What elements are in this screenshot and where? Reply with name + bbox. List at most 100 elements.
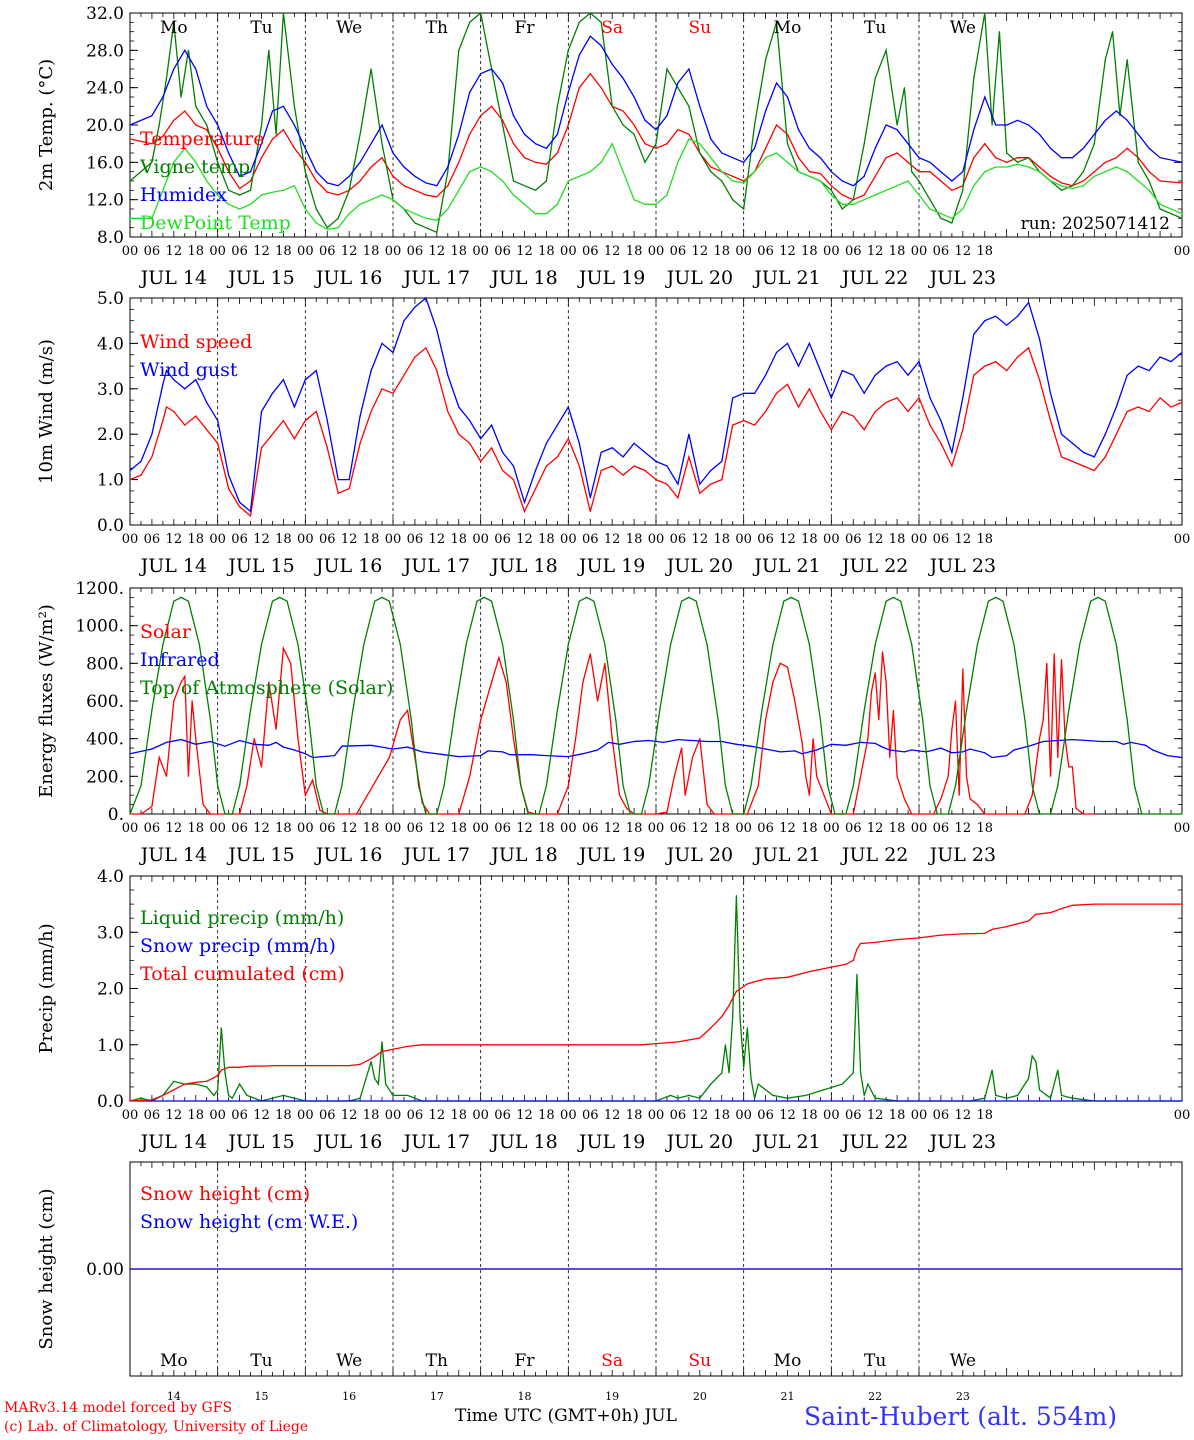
data-point	[224, 813, 226, 815]
data-point	[1038, 338, 1041, 340]
data-point	[1082, 180, 1084, 182]
data-point	[604, 1044, 606, 1046]
data-point	[567, 406, 569, 408]
data-point	[940, 798, 942, 800]
hour-tick-label: 00	[209, 532, 226, 547]
hour-tick-label: 00	[1174, 532, 1191, 547]
panel-1: 8.0 12.0 16.0 20.0 24.0 28.0 32.0 2m Temp. (°C)…	[36, 4, 1190, 289]
data-point	[629, 813, 632, 815]
hour-tick-label: 12	[253, 1108, 270, 1123]
data-point	[556, 133, 559, 135]
data-point	[469, 442, 471, 444]
data-point	[414, 306, 416, 308]
data-point	[458, 1044, 460, 1046]
data-point	[184, 388, 186, 390]
date-label: JUL 18	[489, 1131, 557, 1153]
data-point	[1013, 749, 1015, 751]
data-point	[151, 433, 153, 435]
data-point	[867, 1083, 869, 1085]
data-point	[512, 719, 515, 721]
data-point	[1046, 1094, 1048, 1096]
data-point	[421, 1044, 423, 1046]
data-point	[808, 342, 811, 344]
hour-tick-label: 12	[516, 1108, 533, 1123]
data-point	[823, 1089, 825, 1091]
data-point	[1017, 1094, 1019, 1096]
data-point	[984, 143, 986, 145]
y-tick-label: 16.0	[86, 153, 124, 173]
data-point	[889, 756, 891, 759]
y-tick-label: 600.	[86, 692, 124, 712]
hour-tick-label: 18	[713, 1108, 730, 1123]
y-tick-label: 1.0	[97, 1036, 124, 1056]
hour-tick-label: 18	[275, 1108, 292, 1123]
data-point	[808, 751, 811, 753]
data-point	[344, 813, 347, 815]
date-label: JUL 19	[577, 844, 645, 866]
data-point	[819, 180, 822, 182]
data-point	[903, 798, 906, 800]
hour-tick-label: 18	[626, 244, 643, 259]
data-point	[900, 600, 902, 602]
date-label: JUL 21	[752, 844, 820, 866]
data-point	[337, 185, 339, 187]
data-point	[816, 749, 818, 751]
data-point	[1123, 743, 1125, 745]
data-point	[271, 392, 274, 394]
data-point	[743, 813, 745, 815]
data-point	[370, 199, 372, 201]
hour-tick-label: 18	[538, 244, 555, 259]
data-point	[1126, 719, 1128, 721]
hour-tick-label: 12	[253, 532, 270, 547]
series-line-1	[130, 645, 1095, 815]
series-line-3	[129, 596, 1182, 815]
data-point	[710, 157, 712, 159]
data-point	[162, 189, 164, 191]
data-point	[567, 785, 569, 787]
data-point	[830, 813, 832, 815]
data-point	[757, 1083, 759, 1085]
date-label: JUL 20	[665, 267, 733, 289]
data-point	[973, 77, 975, 79]
data-point	[348, 1065, 350, 1067]
data-point	[1137, 365, 1139, 367]
data-point	[293, 147, 295, 149]
hour-tick-label: 12	[429, 244, 446, 259]
hour-tick-label: 12	[867, 244, 884, 259]
data-point	[626, 807, 628, 810]
data-point	[655, 460, 657, 462]
data-point	[688, 433, 690, 435]
data-point	[458, 433, 460, 435]
data-point	[940, 442, 942, 444]
data-point	[940, 747, 942, 749]
data-point	[706, 804, 708, 806]
data-point	[1133, 785, 1136, 787]
data-point	[359, 415, 361, 417]
data-point	[918, 194, 920, 196]
data-point	[140, 785, 142, 787]
data-point	[779, 662, 781, 664]
hour-tick-label: 06	[845, 532, 862, 547]
data-point	[918, 361, 920, 363]
series-points-3	[129, 35, 1183, 187]
hour-tick-label: 12	[692, 821, 709, 836]
data-point	[589, 35, 591, 37]
data-point	[677, 497, 679, 499]
data-point	[249, 709, 252, 712]
data-point	[545, 180, 548, 182]
data-point	[1115, 740, 1117, 743]
data-point	[699, 143, 701, 145]
data-point	[940, 934, 942, 936]
data-point	[315, 171, 317, 173]
data-point	[830, 743, 832, 745]
data-point	[173, 410, 175, 413]
data-point	[951, 728, 953, 730]
data-point	[1093, 469, 1095, 472]
data-point	[359, 161, 361, 163]
data-point	[984, 12, 986, 14]
data-point	[874, 194, 876, 196]
data-point	[1115, 406, 1117, 408]
hour-tick-label: 12	[341, 821, 358, 836]
data-point	[239, 1083, 241, 1085]
hour-tick-label: 18	[976, 244, 993, 259]
